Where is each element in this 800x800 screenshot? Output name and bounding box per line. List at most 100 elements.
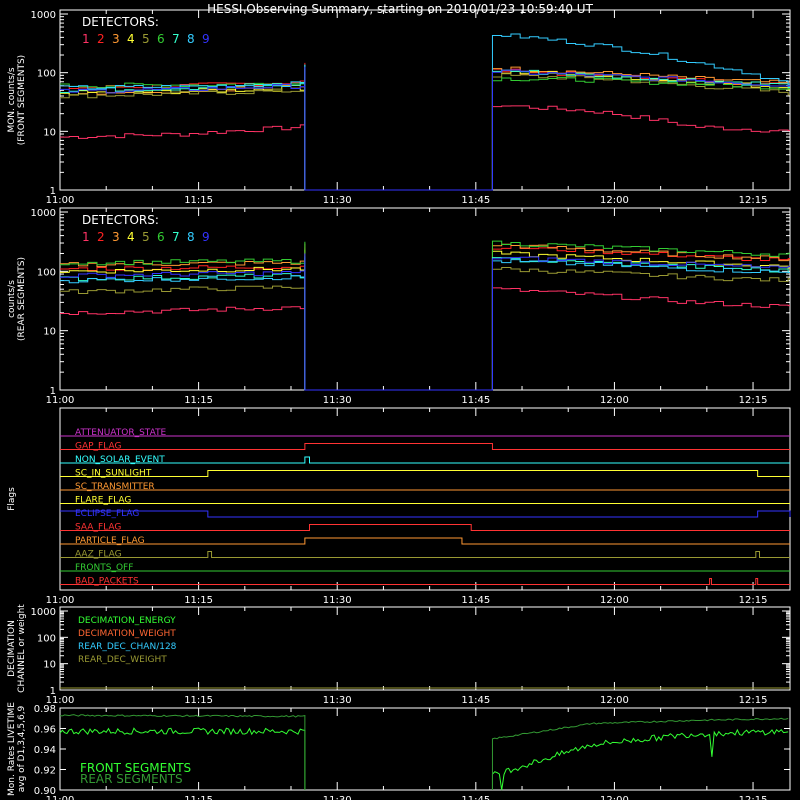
- front-xtick-label: 12:00: [600, 195, 629, 206]
- flag-label-gap_flag: GAP_FLAG: [75, 442, 121, 452]
- rear-ytick-label: 1: [50, 386, 56, 397]
- rear-ylabel: counts/s: [7, 280, 17, 318]
- rear-legend-number: 9: [202, 230, 210, 244]
- decimation-ylabel: DECIMATION: [7, 620, 17, 677]
- flag-line-saa_flag: [60, 524, 790, 531]
- front-series-9: [60, 66, 790, 191]
- front-series-3: [60, 66, 790, 191]
- front-xtick-label: 11:30: [323, 195, 352, 206]
- front-xtick-label: 11:00: [46, 195, 75, 206]
- flags-xtick-label: 11:15: [184, 595, 213, 606]
- front-ylabel: (FRONT SEGMENTS): [17, 55, 27, 145]
- flags-frame: [59, 407, 791, 591]
- livetime-ytick-label: 0.96: [34, 725, 56, 736]
- decimation-ytick-label: 1000: [31, 607, 56, 618]
- flag-label-fronts_off: FRONTS_OFF: [75, 563, 133, 573]
- front-series-8: [60, 33, 790, 191]
- front-xtick-label: 11:45: [461, 195, 490, 206]
- rear-series-5: [60, 266, 790, 391]
- livetime-ytick-label: 0.94: [34, 745, 56, 756]
- rear-legend-number: 3: [112, 230, 120, 244]
- front-series-2: [60, 62, 790, 191]
- livetime-xtick-label: 11:30: [323, 795, 352, 800]
- rear-series-4: [60, 249, 790, 391]
- flags-xtick-label: 11:45: [461, 595, 490, 606]
- livetime-xtick-label: 12:00: [600, 795, 629, 800]
- decimation-legend-1: DECIMATION_WEIGHT: [78, 629, 176, 639]
- rear-xtick-label: 11:00: [46, 395, 75, 406]
- rear-xtick-label: 11:30: [323, 395, 352, 406]
- flag-line-particle_flag: [60, 537, 790, 545]
- decimation-xtick-label: 12:00: [600, 695, 629, 706]
- front-series-1: [60, 105, 790, 191]
- flags-xtick-label: 11:30: [323, 595, 352, 606]
- front-legend-number: 5: [142, 32, 150, 46]
- decimation-frame: [59, 606, 791, 691]
- front-xtick-label: 11:15: [184, 195, 213, 206]
- rear-series-9: [60, 253, 790, 391]
- rear-ytick-label: 100: [37, 267, 56, 278]
- flag-label-aaz_flag: AAZ_FLAG: [75, 550, 122, 560]
- flag-label-sc_transmitter: SC_TRANSMITTER: [75, 482, 155, 492]
- front-series-7: [60, 64, 790, 191]
- rear-ylabel: (REAR SEGMENTS): [17, 257, 27, 341]
- rear-legend-number: 7: [172, 230, 180, 244]
- livetime-ytick-label: 0.90: [34, 786, 56, 797]
- front-legend-title: DETECTORS:: [82, 15, 159, 29]
- front-frame: [59, 9, 791, 191]
- front-legend-number: 3: [112, 32, 120, 46]
- front-series-5: [60, 71, 790, 191]
- flag-line-sc_in_sunlight: [60, 470, 790, 477]
- rear-frame: [59, 207, 791, 391]
- front-legend-number: 6: [157, 32, 165, 46]
- decimation-xtick-label: 11:30: [323, 695, 352, 706]
- decimation-ylabel: CHANNEL or weight: [17, 604, 27, 693]
- chart-title: HESSI Observing Summary, starting on 201…: [207, 2, 593, 16]
- livetime-xtick-label: 12:15: [739, 795, 768, 800]
- rear-xtick-label: 12:15: [739, 395, 768, 406]
- front-legend-number: 4: [127, 32, 135, 46]
- flag-label-flare_flag: FLARE_FLAG: [75, 496, 131, 506]
- rear-legend-number: 1: [82, 230, 90, 244]
- rear-legend-number: 5: [142, 230, 150, 244]
- front-ytick-label: 100: [37, 69, 56, 80]
- livetime-ylabel: avg of D1,3,4,5,6,9: [17, 705, 27, 792]
- livetime-xtick-label: 11:15: [184, 795, 213, 800]
- front-legend-number: 2: [97, 32, 105, 46]
- flags-xtick-label: 12:15: [739, 595, 768, 606]
- front-ytick-label: 1000: [31, 10, 56, 21]
- front-xtick-label: 12:15: [739, 195, 768, 206]
- front-ytick-label: 1: [50, 186, 56, 197]
- flag-label-attenuator_state: ATTENUATOR_STATE: [75, 428, 167, 438]
- rear-ytick-label: 10: [43, 327, 56, 338]
- rear-legend-number: 6: [157, 230, 165, 244]
- livetime-legend-0: FRONT SEGMENTS: [80, 761, 191, 775]
- flag-label-sc_in_sunlight: SC_IN_SUNLIGHT: [75, 469, 152, 479]
- livetime-ylabel: Mon. Rates LIVETIME: [7, 702, 17, 796]
- decimation-legend-2: REAR_DEC_CHAN/128: [78, 642, 177, 652]
- flag-line-bad_packets: [60, 578, 790, 585]
- rear-xtick-label: 12:00: [600, 395, 629, 406]
- flag-label-saa_flag: SAA_FLAG: [75, 523, 121, 533]
- rear-legend-number: 2: [97, 230, 105, 244]
- rear-legend-title: DETECTORS:: [82, 213, 159, 227]
- flag-label-non_solar_event: NON_SOLAR_EVENT: [75, 455, 165, 465]
- flag-line-aaz_flag: [60, 551, 790, 558]
- flags-xtick-label: 11:00: [46, 595, 75, 606]
- front-ytick-label: 10: [43, 127, 56, 138]
- flag-label-bad_packets: BAD_PACKETS: [75, 577, 139, 587]
- decimation-xtick-label: 11:15: [184, 695, 213, 706]
- rear-series-7: [60, 256, 790, 391]
- decimation-legend-0: DECIMATION_ENERGY: [78, 616, 176, 626]
- decimation-xtick-label: 11:00: [46, 695, 75, 706]
- livetime-legend-1: REAR SEGMENTS: [80, 772, 183, 786]
- front-series-6: [60, 64, 790, 191]
- flags-xtick-label: 12:00: [600, 595, 629, 606]
- rear-xtick-label: 11:15: [184, 395, 213, 406]
- decimation-ytick-label: 1: [50, 686, 56, 697]
- decimation-xtick-label: 12:15: [739, 695, 768, 706]
- decimation-xtick-label: 11:45: [461, 695, 490, 706]
- front-legend-number: 1: [82, 32, 90, 46]
- front-legend-number: 8: [187, 32, 195, 46]
